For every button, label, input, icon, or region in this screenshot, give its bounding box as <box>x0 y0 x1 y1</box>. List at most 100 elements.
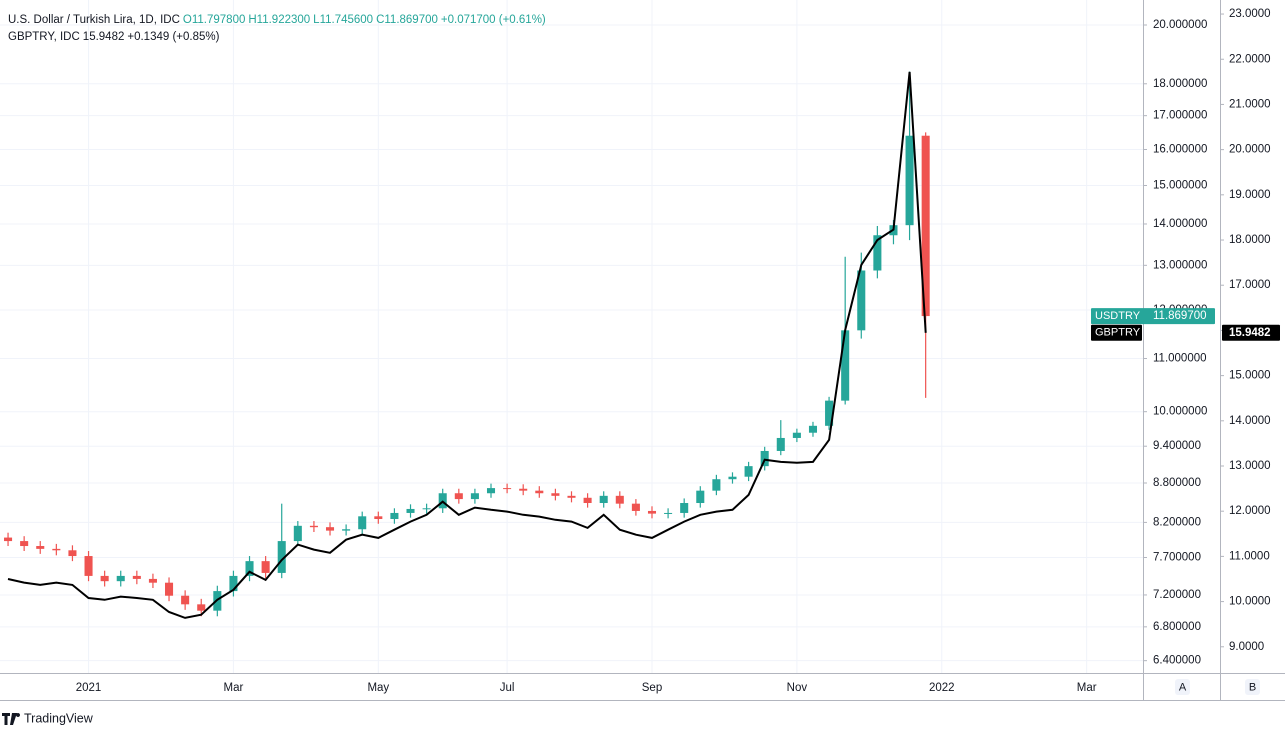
y-tick-label: 10.000000 <box>1153 406 1207 418</box>
candle-body <box>664 512 673 514</box>
legend-high: H11.922300 <box>248 14 311 26</box>
brand-name[interactable]: TradingView <box>24 711 94 725</box>
candle-body <box>36 546 45 549</box>
x-tick-label: Mar <box>224 682 244 694</box>
y-tick-label: 8.800000 <box>1153 477 1201 489</box>
legend: U.S. Dollar / Turkish Lira, 1D, IDC O11.7… <box>8 12 546 46</box>
brand-logo[interactable] <box>2 713 21 725</box>
price-line <box>7 71 927 619</box>
candle-body <box>325 527 335 531</box>
price-tag <box>1091 308 1215 325</box>
candle-body <box>551 493 560 496</box>
candle-body <box>680 503 689 513</box>
y2-tick-label: 21.0000 <box>1229 98 1271 110</box>
candle-body <box>390 512 399 520</box>
y2-tick-label: 19.0000 <box>1229 189 1271 201</box>
legend-change: +0.071700 (+0.61%) <box>440 14 546 26</box>
candle-body <box>841 330 850 401</box>
x-tick-label: Mar <box>1077 682 1097 694</box>
x-tick-label: Sep <box>642 682 662 694</box>
y2-tick-label: 10.0000 <box>1229 596 1271 608</box>
candle-body <box>358 516 367 530</box>
candle-body <box>229 575 238 592</box>
price-tag-name: USDTRY <box>1095 310 1141 322</box>
y-tick-label: 13.000000 <box>1153 259 1207 271</box>
axis-button[interactable] <box>1245 679 1260 695</box>
y2-tick-label: 22.0000 <box>1229 53 1271 65</box>
candle-body <box>921 135 930 317</box>
y2-tick-label: 12.0000 <box>1229 505 1271 517</box>
axis-name[interactable]: A <box>1179 681 1187 693</box>
candle-body <box>728 476 737 480</box>
legend-title: U.S. Dollar / Turkish Lira, 1D, IDC <box>8 14 180 26</box>
legend-title: GBPTRY, IDC <box>8 31 80 43</box>
candle-body <box>422 508 431 510</box>
y2-tick-label: 18.0000 <box>1229 234 1271 246</box>
y-tick-label: 7.200000 <box>1153 589 1201 601</box>
y-tick-label: 7.700000 <box>1153 552 1201 564</box>
y-tick-label: 11.000000 <box>1153 353 1207 365</box>
candle-body <box>808 425 818 433</box>
y2-tick-label: 11.0000 <box>1229 550 1270 562</box>
y-tick-label: 6.800000 <box>1153 621 1201 633</box>
candle-body <box>454 493 463 500</box>
price-tag-value: 15.9482 <box>1229 327 1271 339</box>
legend-low: L11.745600 <box>313 14 374 26</box>
candle-body <box>309 525 318 528</box>
price-tag <box>1222 324 1280 341</box>
candle-body <box>631 503 640 511</box>
y-tick-label: 16.000000 <box>1153 144 1207 156</box>
candle-body <box>293 525 302 542</box>
candle-body <box>100 575 109 582</box>
y2-tick-label: 20.0000 <box>1229 144 1271 156</box>
candle-body <box>197 604 206 611</box>
candle-body <box>583 497 592 504</box>
x-tick-label: Nov <box>787 682 808 694</box>
axis-button[interactable] <box>1175 679 1190 695</box>
y2-tick-label: 14.0000 <box>1229 415 1271 427</box>
candle-body <box>567 495 576 498</box>
candle-body <box>486 488 496 494</box>
candle-body <box>599 495 608 504</box>
y2-tick-label: 15.0000 <box>1229 370 1271 382</box>
candle-body <box>696 490 705 504</box>
candle-body <box>116 575 125 582</box>
legend-open: O11.797800 <box>182 14 246 26</box>
y-tick-label: 8.200000 <box>1153 516 1201 528</box>
legend-value: 15.9482 <box>82 31 125 43</box>
candle-body <box>148 578 157 583</box>
y-tick-label: 6.400000 <box>1153 655 1201 667</box>
y2-tick-label: 9.0000 <box>1229 641 1264 653</box>
candle-body <box>20 541 29 547</box>
axis-name[interactable]: B <box>1249 681 1256 693</box>
candle-body <box>4 537 13 542</box>
y2-tick-label: 23.0000 <box>1229 8 1271 20</box>
candle-body <box>406 508 415 513</box>
candle-body <box>277 541 286 573</box>
candle-body <box>374 516 383 520</box>
y2-tick-label: 13.0000 <box>1229 460 1271 472</box>
legend-change: +0.1349 (+0.85%) <box>127 31 220 43</box>
y-tick-label: 20.000000 <box>1153 19 1207 31</box>
candle-body <box>503 488 512 490</box>
candle-body <box>52 548 61 551</box>
candle-body <box>776 437 785 451</box>
legend-row: GBPTRY, IDC 15.9482 +0.1349 (+0.85%) <box>8 29 546 46</box>
candle-body <box>857 270 866 331</box>
candle-body <box>712 479 721 491</box>
candle-body <box>647 510 657 514</box>
candle-body <box>470 493 479 500</box>
legend-close: C11.869700 <box>376 14 438 26</box>
x-tick-label: Jul <box>500 682 515 694</box>
candle-body <box>825 400 834 426</box>
y-tick-label: 17.000000 <box>1153 110 1207 122</box>
price-tag <box>1091 324 1142 341</box>
candle-body <box>342 529 351 531</box>
candle-body <box>165 582 174 596</box>
y-tick-label: 14.000000 <box>1153 218 1207 230</box>
x-tick-label: 2021 <box>76 682 102 694</box>
candle-body <box>132 575 141 579</box>
